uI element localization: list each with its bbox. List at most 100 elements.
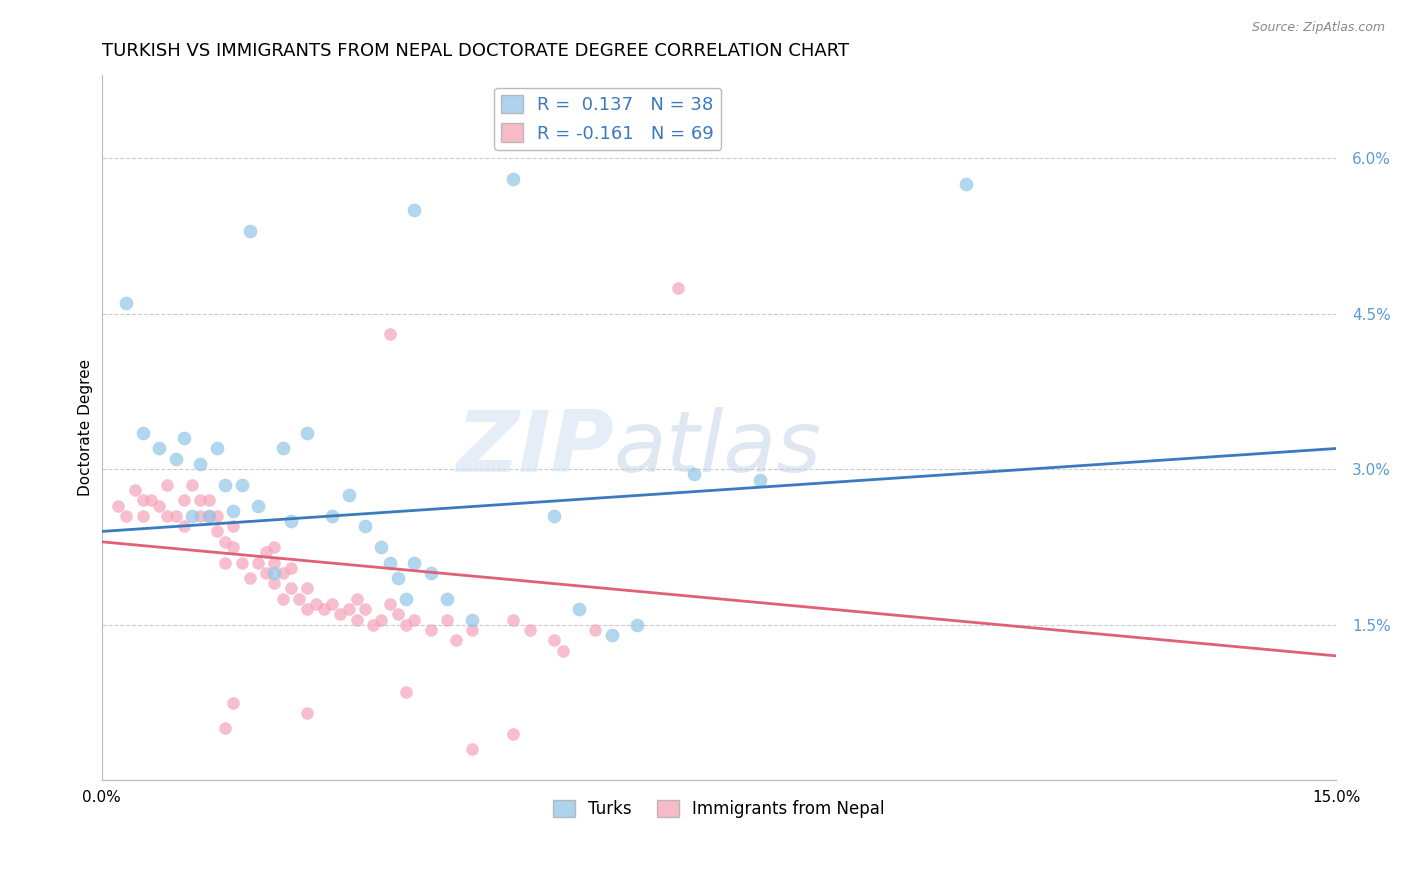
Point xyxy=(312,602,335,616)
Point xyxy=(626,617,648,632)
Point xyxy=(173,431,195,445)
Point xyxy=(361,617,384,632)
Point xyxy=(280,582,302,596)
Point xyxy=(444,633,467,648)
Point xyxy=(214,534,236,549)
Point xyxy=(132,493,155,508)
Point xyxy=(346,591,368,606)
Point xyxy=(239,571,262,585)
Point xyxy=(461,623,484,637)
Point xyxy=(148,499,170,513)
Point xyxy=(271,442,294,456)
Point xyxy=(115,508,138,523)
Point xyxy=(156,477,179,491)
Point xyxy=(387,571,409,585)
Point xyxy=(543,633,565,648)
Point xyxy=(354,602,377,616)
Text: Source: ZipAtlas.com: Source: ZipAtlas.com xyxy=(1251,21,1385,34)
Point xyxy=(190,493,212,508)
Point xyxy=(404,613,426,627)
Point xyxy=(297,706,319,720)
Point xyxy=(190,508,212,523)
Point xyxy=(461,742,484,756)
Legend: Turks, Immigrants from Nepal: Turks, Immigrants from Nepal xyxy=(547,793,891,825)
Point xyxy=(231,556,253,570)
Point xyxy=(395,617,418,632)
Point xyxy=(583,623,606,637)
Point xyxy=(263,556,285,570)
Point xyxy=(378,327,401,342)
Point xyxy=(115,296,138,310)
Point xyxy=(354,519,377,533)
Point xyxy=(165,451,187,466)
Point xyxy=(222,504,245,518)
Point xyxy=(280,514,302,528)
Point xyxy=(519,623,541,637)
Point xyxy=(148,442,170,456)
Point xyxy=(395,591,418,606)
Point xyxy=(297,425,319,440)
Point xyxy=(436,591,458,606)
Point xyxy=(288,591,311,606)
Point xyxy=(271,591,294,606)
Point xyxy=(181,477,204,491)
Point xyxy=(197,508,219,523)
Point xyxy=(378,597,401,611)
Point xyxy=(395,685,418,699)
Point xyxy=(749,473,772,487)
Point xyxy=(387,607,409,622)
Point xyxy=(263,566,285,580)
Point xyxy=(543,508,565,523)
Point xyxy=(502,613,524,627)
Point xyxy=(222,540,245,554)
Point xyxy=(254,545,277,559)
Point xyxy=(239,224,262,238)
Point xyxy=(107,499,129,513)
Point xyxy=(502,726,524,740)
Point xyxy=(197,493,219,508)
Point xyxy=(337,602,360,616)
Point xyxy=(419,623,441,637)
Point xyxy=(139,493,162,508)
Point xyxy=(297,582,319,596)
Point xyxy=(551,643,574,657)
Point xyxy=(222,519,245,533)
Point xyxy=(190,457,212,471)
Point xyxy=(370,613,392,627)
Point xyxy=(304,597,326,611)
Point xyxy=(246,556,269,570)
Point xyxy=(132,508,155,523)
Point xyxy=(205,442,228,456)
Point xyxy=(231,477,253,491)
Point xyxy=(337,488,360,502)
Point xyxy=(568,602,591,616)
Text: ZIP: ZIP xyxy=(457,408,614,491)
Point xyxy=(263,540,285,554)
Point xyxy=(205,508,228,523)
Point xyxy=(197,508,219,523)
Point xyxy=(683,467,706,482)
Point xyxy=(124,483,146,497)
Point xyxy=(600,628,623,642)
Point xyxy=(461,613,484,627)
Point xyxy=(346,613,368,627)
Point xyxy=(666,281,689,295)
Point xyxy=(955,177,977,191)
Point xyxy=(173,493,195,508)
Point xyxy=(280,560,302,574)
Point xyxy=(263,576,285,591)
Point xyxy=(181,508,204,523)
Point xyxy=(246,499,269,513)
Point xyxy=(214,556,236,570)
Point xyxy=(297,602,319,616)
Point xyxy=(321,597,343,611)
Point xyxy=(419,566,441,580)
Point xyxy=(404,202,426,217)
Text: TURKISH VS IMMIGRANTS FROM NEPAL DOCTORATE DEGREE CORRELATION CHART: TURKISH VS IMMIGRANTS FROM NEPAL DOCTORA… xyxy=(101,42,849,60)
Y-axis label: Doctorate Degree: Doctorate Degree xyxy=(79,359,93,496)
Point xyxy=(502,172,524,186)
Point xyxy=(370,540,392,554)
Point xyxy=(214,722,236,736)
Point xyxy=(378,556,401,570)
Point xyxy=(156,508,179,523)
